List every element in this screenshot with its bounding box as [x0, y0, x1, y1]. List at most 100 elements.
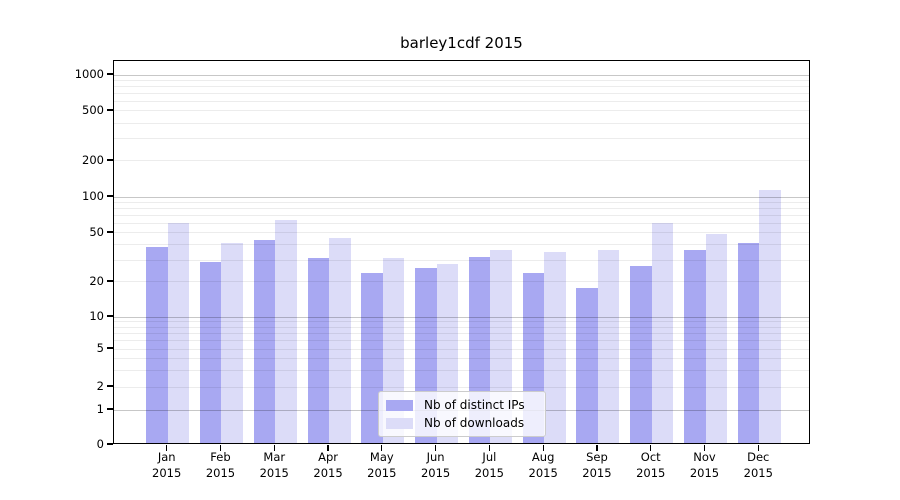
bar-downloads-apr — [329, 237, 351, 443]
grid-line-major-100 — [114, 196, 809, 198]
bar-distinct-ips-nov — [684, 250, 706, 443]
x-tick-mark — [703, 445, 706, 451]
y-tick-label-2: 2 — [96, 379, 104, 394]
grid-line-minor-50 — [114, 232, 809, 234]
y-tick-label-200: 200 — [82, 152, 104, 167]
grid-line-minor-6 — [114, 340, 809, 342]
y-tick-label-50: 50 — [89, 224, 104, 239]
x-tick-mark — [273, 445, 275, 451]
grid-line-minor-500 — [114, 110, 809, 112]
x-tick-label-may: May 2015 — [367, 450, 397, 480]
x-tick-mark — [596, 445, 598, 451]
y-tick-label-0: 0 — [96, 437, 104, 451]
grid-line-minor-90 — [114, 201, 809, 203]
y-tick-label-10: 10 — [89, 309, 104, 323]
bar-downloads-jan — [167, 223, 190, 443]
y-tick-mark — [107, 443, 113, 445]
bar-distinct-ips-sep — [576, 288, 598, 443]
grid-line-minor-30 — [114, 259, 809, 261]
x-tick-label-nov: Nov 2015 — [689, 450, 720, 480]
grid-line-minor-600 — [114, 101, 809, 103]
x-tick-label-jan: Jan 2015 — [152, 450, 182, 480]
x-tick-label-feb: Feb 2015 — [205, 450, 236, 480]
legend-item-downloads: Nb of downloads — [386, 416, 537, 430]
bar-distinct-ips-mar — [253, 240, 276, 443]
y-tick-mark — [107, 408, 113, 410]
bar-distinct-ips-oct — [630, 265, 652, 443]
y-tick-mark — [107, 109, 113, 111]
x-tick-label-dec: Dec 2015 — [743, 450, 773, 480]
bar-downloads-oct — [651, 223, 674, 443]
y-tick-mark — [107, 280, 113, 282]
legend: Nb of distinct IPs Nb of downloads — [378, 391, 546, 437]
x-tick-label-jun: Jun 2015 — [420, 450, 451, 480]
x-tick-label-aug: Aug 2015 — [528, 450, 558, 480]
grid-line-minor-80 — [114, 208, 809, 210]
grid-line-minor-20 — [114, 281, 809, 283]
x-tick-mark — [757, 445, 759, 451]
grid-line-minor-4 — [114, 357, 809, 359]
x-tick-label-sep: Sep 2015 — [582, 450, 612, 480]
legend-label-downloads: Nb of downloads — [424, 416, 525, 430]
grid-line-minor-5 — [114, 348, 809, 350]
x-tick-label-mar: Mar 2015 — [259, 450, 289, 480]
x-tick-label-apr: Apr 2015 — [313, 450, 343, 480]
bar-downloads-nov — [705, 234, 727, 443]
bar-distinct-ips-feb — [199, 262, 222, 443]
bar-distinct-ips-may — [361, 272, 383, 443]
grid-line-minor-8 — [114, 326, 809, 328]
grid-line-minor-300 — [114, 138, 809, 140]
y-tick-label-5: 5 — [96, 341, 104, 355]
y-tick-label-100: 100 — [82, 189, 104, 203]
y-tick-mark — [107, 159, 113, 161]
y-tick-mark — [107, 73, 113, 75]
x-tick-mark — [434, 445, 437, 451]
x-tick-mark — [327, 445, 329, 451]
bar-distinct-ips-apr — [307, 258, 330, 443]
grid-line-major-10 — [114, 316, 809, 318]
y-tick-label-20: 20 — [89, 273, 104, 288]
x-tick-mark — [488, 445, 491, 451]
grid-line-major-1000 — [114, 74, 809, 76]
x-tick-mark — [166, 445, 168, 451]
grid-line-minor-40 — [114, 244, 809, 246]
chart-title: barley1cdf 2015 — [400, 34, 523, 52]
y-tick-label-500: 500 — [82, 102, 104, 117]
grid-line-minor-900 — [114, 79, 809, 81]
y-tick-mark — [107, 315, 113, 317]
grid-line-minor-800 — [114, 86, 809, 88]
y-tick-label-1000: 1000 — [74, 67, 104, 82]
grid-line-minor-70 — [114, 215, 809, 217]
y-tick-mark — [107, 195, 113, 197]
legend-swatch-downloads — [386, 417, 413, 429]
bar-downloads-dec — [759, 190, 781, 443]
y-tick-label-1: 1 — [96, 402, 104, 417]
bar-downloads-feb — [221, 242, 243, 443]
bar-distinct-ips-jan — [146, 247, 168, 443]
x-tick-mark — [381, 445, 383, 451]
grid-line-minor-9 — [114, 321, 809, 323]
grid-line-minor-7 — [114, 332, 809, 334]
y-tick-mark — [107, 385, 113, 387]
grid-line-minor-2 — [114, 386, 809, 388]
y-tick-mark — [107, 347, 113, 349]
x-tick-mark — [542, 445, 544, 451]
legend-label-distinct-ips: Nb of distinct IPs — [424, 398, 525, 412]
legend-item-distinct-ips: Nb of distinct IPs — [386, 398, 537, 412]
bar-downloads-mar — [275, 219, 297, 443]
bar-distinct-ips-dec — [737, 242, 760, 443]
legend-swatch-distinct-ips — [386, 399, 413, 411]
grid-line-minor-3 — [114, 369, 809, 371]
x-tick-mark — [219, 445, 222, 451]
grid-line-minor-200 — [114, 160, 809, 162]
grid-line-minor-400 — [114, 122, 809, 124]
grid-line-minor-60 — [114, 223, 809, 225]
x-tick-label-oct: Oct 2015 — [636, 450, 666, 480]
y-tick-mark — [107, 231, 113, 233]
grid-line-minor-700 — [114, 93, 809, 95]
x-tick-mark — [650, 445, 652, 451]
plot-area — [113, 60, 810, 444]
x-tick-label-jul: Jul 2015 — [474, 450, 505, 480]
bar-downloads-aug — [544, 251, 566, 443]
